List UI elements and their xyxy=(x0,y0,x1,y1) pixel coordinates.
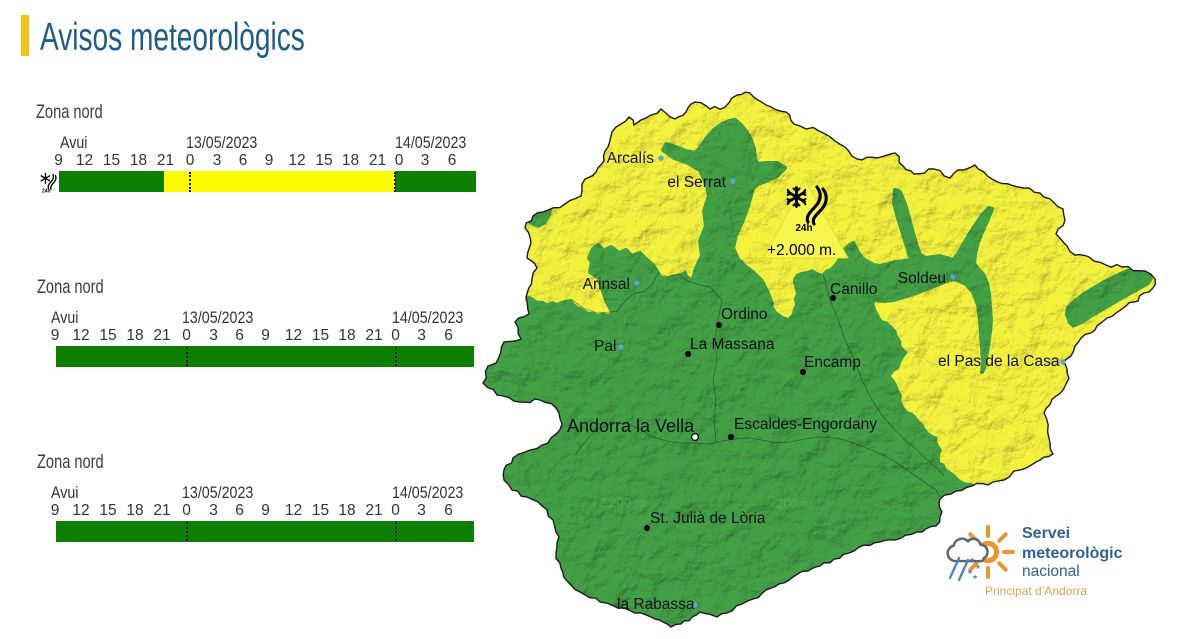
svg-text:el Pas de la Casa: el Pas de la Casa xyxy=(938,353,1060,370)
svg-text:*: * xyxy=(968,568,973,580)
svg-text:*: * xyxy=(973,573,978,585)
svg-text:Ordino: Ordino xyxy=(721,306,768,323)
svg-text:Escaldes-Engordany: Escaldes-Engordany xyxy=(734,416,877,433)
svg-text:St. Julià de Lòria: St. Julià de Lòria xyxy=(650,510,766,527)
svg-text:Soldeu: Soldeu xyxy=(898,270,946,287)
svg-text:+2.000 m.: +2.000 m. xyxy=(767,242,836,259)
svg-text:Canillo: Canillo xyxy=(830,281,877,298)
svg-text:24h: 24h xyxy=(42,189,51,194)
svg-text:24h: 24h xyxy=(795,223,812,234)
svg-text:200 m.: 200 m. xyxy=(776,496,816,511)
svg-text:el Serrat: el Serrat xyxy=(667,174,726,191)
svg-text:+2.200 m.: +2.200 m. xyxy=(804,410,862,425)
svg-text:Principat d’Andorra: Principat d’Andorra xyxy=(985,584,1087,598)
svg-text:La Massana: La Massana xyxy=(690,336,775,353)
svg-text:Arinsal: Arinsal xyxy=(583,276,630,293)
svg-text:meteorològic: meteorològic xyxy=(1022,545,1123,562)
svg-text:Arcalís: Arcalís xyxy=(607,150,655,167)
svg-text:Encamp: Encamp xyxy=(804,354,861,371)
svg-text:Pal: Pal xyxy=(594,338,616,355)
svg-text:+2.200 m.: +2.200 m. xyxy=(591,495,649,510)
svg-text:Servei: Servei xyxy=(1022,525,1070,542)
svg-text:*: * xyxy=(976,563,981,575)
svg-text:Andorra la Vella: Andorra la Vella xyxy=(567,416,695,436)
svg-text:nacional: nacional xyxy=(1022,563,1080,580)
svg-text:*: * xyxy=(970,556,975,568)
svg-text:la Rabassa: la Rabassa xyxy=(617,596,695,613)
